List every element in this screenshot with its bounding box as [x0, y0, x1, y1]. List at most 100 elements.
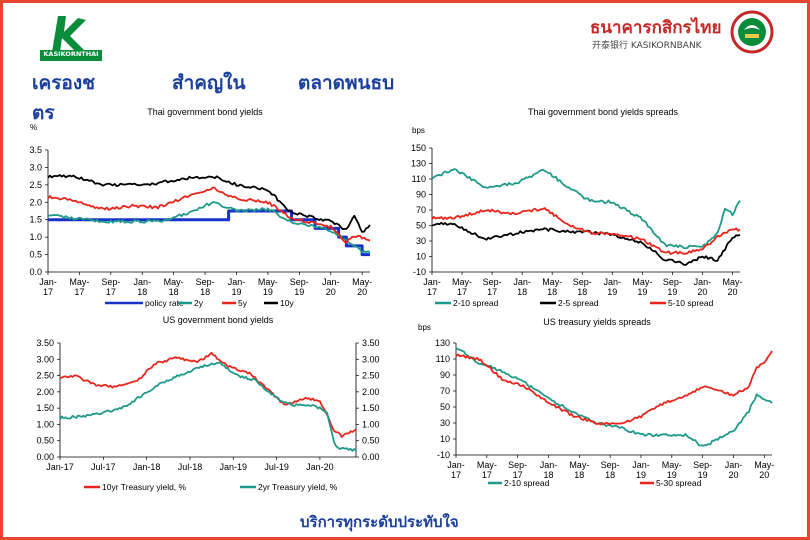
y-tick-label: 0.50 — [36, 436, 54, 446]
x-tick-label: Jul-18 — [178, 462, 203, 472]
x-tick-label: 18 — [605, 470, 615, 480]
bank-name-thai: ธนาคารกสิกรไทย — [590, 18, 722, 38]
y-tick-label: 1.00 — [36, 419, 54, 429]
y-tick-label: 0.5 — [29, 250, 42, 260]
x-tick-label: Sep- — [196, 277, 215, 287]
kasikorn-logo — [40, 12, 102, 62]
y-tick-label: 70 — [416, 205, 426, 215]
y-tick-label: 1.50 — [36, 403, 54, 413]
x-tick-label: Jan- — [322, 277, 340, 287]
x-tick-label: Jan- — [632, 460, 650, 470]
y-tick-label: 1.5 — [29, 215, 42, 225]
series-line-1 — [455, 347, 773, 447]
x-tick-label: 18 — [137, 287, 147, 297]
y-axis-unit: bps — [412, 126, 425, 135]
y-tick-label-right: 3.50 — [362, 338, 380, 348]
x-tick-label: Sep- — [508, 460, 527, 470]
y-tick-label-right: 2.50 — [362, 371, 380, 381]
series-line-1 — [59, 351, 357, 438]
x-tick-label: May- — [164, 277, 184, 287]
x-tick-label: Jan- — [39, 277, 57, 287]
x-tick-label: May- — [477, 460, 497, 470]
x-tick-label: Sep- — [483, 277, 502, 287]
y-tick-label: 110 — [436, 354, 450, 364]
y-tick-label: 1.0 — [29, 232, 42, 242]
y-axis-unit: bps — [418, 323, 431, 332]
x-tick-label: May- — [722, 277, 742, 287]
y-tick-label-right: 1.00 — [362, 419, 380, 429]
legend-label: 2-5 spread — [558, 298, 599, 308]
y-tick-label: 30 — [440, 418, 450, 428]
x-tick-label: May- — [662, 460, 682, 470]
x-tick-label: 17 — [482, 470, 492, 480]
chart-title: Thai government bond yields spreads — [528, 107, 679, 117]
legend-label: 2-10 spread — [453, 298, 499, 308]
y-tick-label: 3.0 — [29, 162, 42, 172]
x-tick-label: 19 — [294, 287, 304, 297]
y-tick-label: 2.0 — [29, 197, 42, 207]
y-tick-label: 110 — [412, 174, 426, 184]
y-tick-label: 150 — [411, 143, 426, 153]
y-tick-label: 10 — [416, 252, 426, 262]
x-tick-label: 20 — [728, 470, 738, 480]
x-tick-label: 17 — [457, 287, 467, 297]
y-tick-label: 0.00 — [36, 452, 54, 462]
legend-label: 10y — [280, 298, 294, 308]
series-line-2 — [455, 350, 773, 426]
x-tick-label: May- — [452, 277, 472, 287]
x-tick-label: May- — [352, 277, 372, 287]
x-tick-label: Jul-17 — [91, 462, 116, 472]
legend-label: 10yr Treasury yield, % — [102, 482, 187, 492]
y-tick-label: 130 — [435, 338, 450, 348]
y-tick-label: -10 — [437, 450, 450, 460]
legend-label: 2y — [194, 298, 204, 308]
x-tick-label: 20 — [357, 287, 367, 297]
x-tick-label: Sep- — [101, 277, 120, 287]
x-tick-label: Jan- — [604, 277, 622, 287]
x-tick-label: 18 — [169, 287, 179, 297]
legend-label: 5-10 spread — [668, 298, 714, 308]
x-tick-label: 17 — [74, 287, 84, 297]
x-tick-label: 18 — [547, 287, 557, 297]
x-tick-label: 19 — [667, 287, 677, 297]
heading-part-4: ตร — [32, 102, 55, 124]
x-tick-label: 18 — [200, 287, 210, 297]
x-tick-label: 20 — [727, 287, 737, 297]
x-tick-label: 18 — [543, 470, 553, 480]
y-tick-label: 130 — [411, 159, 426, 169]
x-tick-label: 19 — [263, 287, 273, 297]
x-tick-label: 17 — [451, 470, 461, 480]
heading-part-2: สำคญใน — [172, 72, 246, 94]
x-tick-label: Jan- — [540, 460, 558, 470]
series-line-3 — [47, 186, 371, 244]
legend-label: 2-10 spread — [504, 478, 550, 488]
chart-title: Thai government bond yields — [147, 107, 263, 117]
x-tick-label: Jan- — [133, 277, 151, 287]
y-tick-label: 2.50 — [36, 371, 54, 381]
x-tick-label: 19 — [231, 287, 241, 297]
logo-k-mark — [52, 16, 86, 52]
x-tick-label: Sep- — [693, 460, 712, 470]
y-tick-label: 3.00 — [36, 354, 54, 364]
y-tick-label: 3.5 — [29, 145, 42, 155]
x-tick-label: 20 — [759, 470, 769, 480]
x-tick-label: 17 — [513, 470, 523, 480]
footer-slogan: บริการทุกระดับประทับใจ — [300, 513, 459, 531]
y-tick-label: 90 — [416, 190, 426, 200]
x-tick-label: Jan- — [423, 277, 441, 287]
legend-label: policy rate — [145, 298, 184, 308]
y-tick-label: 50 — [416, 221, 426, 231]
y-tick-label: 2.5 — [29, 180, 42, 190]
x-tick-label: 17 — [43, 287, 53, 297]
bank-name-english: 开泰银行 KASIKORNBANK — [592, 41, 702, 51]
x-tick-label: 17 — [487, 287, 497, 297]
x-tick-label: May- — [569, 460, 589, 470]
kbank-seal-icon — [730, 10, 774, 54]
x-tick-label: 18 — [517, 287, 527, 297]
x-tick-label: May- — [632, 277, 652, 287]
x-tick-label: Jan- — [228, 277, 246, 287]
x-tick-label: May- — [258, 277, 278, 287]
y-tick-label-right: 3.00 — [362, 354, 380, 364]
